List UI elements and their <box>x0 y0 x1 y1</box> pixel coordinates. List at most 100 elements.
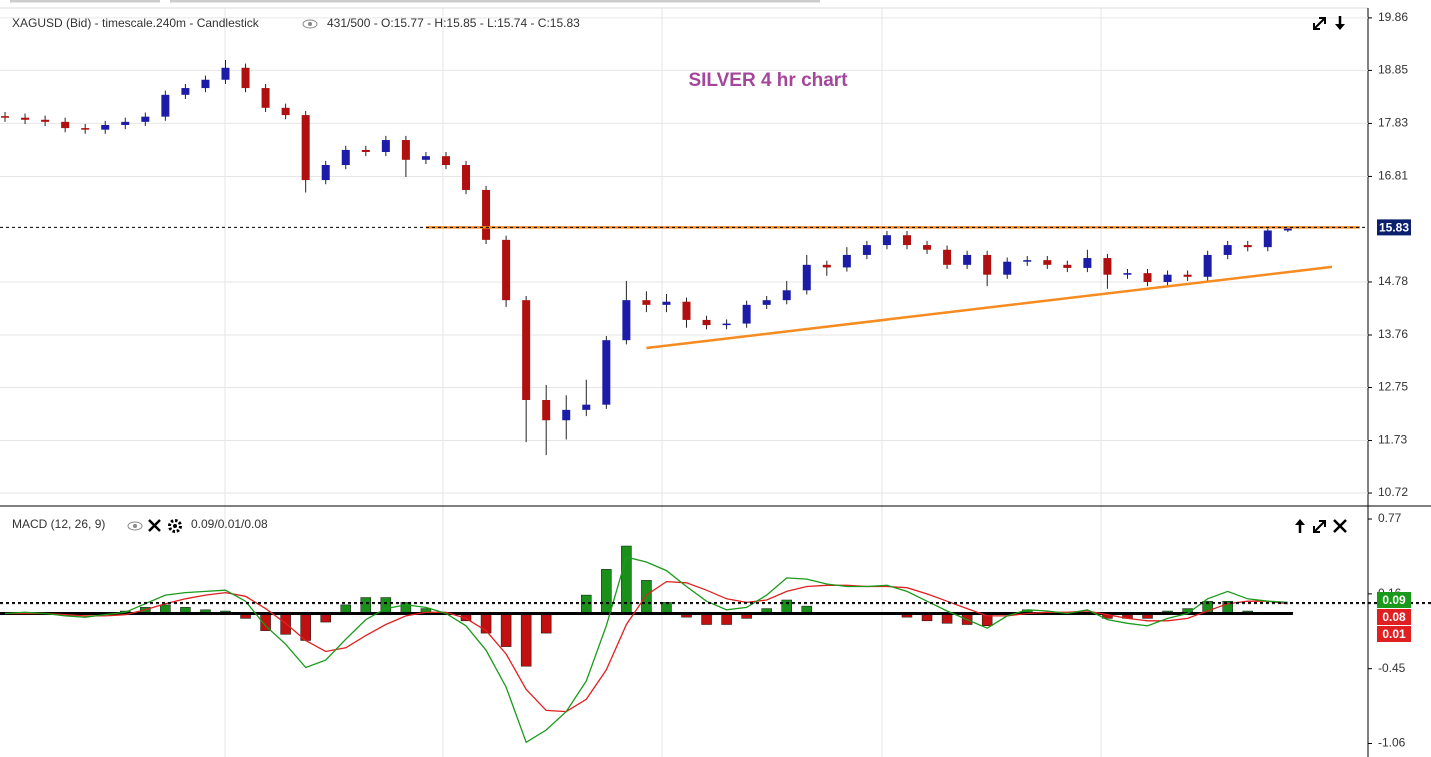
y-tick-label: 12.75 <box>1378 380 1408 394</box>
candle-body <box>642 300 651 305</box>
move-up-icon[interactable] <box>1295 519 1305 533</box>
candle-body <box>1023 260 1032 262</box>
y-tick-label: 11.73 <box>1378 433 1407 447</box>
candle-body <box>1243 245 1252 248</box>
candle-body <box>361 149 370 153</box>
candle-body <box>1123 273 1132 275</box>
plot-layer <box>0 17 1431 745</box>
value-box <box>1377 219 1411 236</box>
candle-body <box>161 94 170 117</box>
candle-body <box>943 249 952 265</box>
candle-body <box>261 88 270 108</box>
candle-body <box>1003 261 1012 275</box>
expand-icon[interactable] <box>1313 17 1326 30</box>
candle-body <box>802 264 811 291</box>
value-box-label: 0.09 <box>1382 593 1406 607</box>
candle-body <box>822 264 831 268</box>
move-down-icon[interactable] <box>1335 16 1345 30</box>
candle-body <box>341 149 350 166</box>
y-tick-label: 19.86 <box>1378 10 1408 24</box>
candle-body <box>742 304 751 324</box>
candle-body <box>41 119 50 122</box>
value-box-label: 0.01 <box>1382 627 1406 641</box>
histogram-bar <box>701 613 712 625</box>
y-tick-label: 0.77 <box>1378 511 1402 525</box>
histogram-bar <box>601 569 612 614</box>
candle-body <box>381 140 390 153</box>
candle-body <box>121 121 130 125</box>
candle-body <box>842 254 851 268</box>
candle-body <box>141 116 150 122</box>
candle-body <box>522 300 531 400</box>
candle-body <box>862 245 871 255</box>
candle-body <box>61 121 70 129</box>
candle-body <box>682 301 691 320</box>
candle-body <box>1163 274 1172 282</box>
histogram-bar <box>540 613 552 634</box>
settings-icon[interactable] <box>168 519 182 533</box>
candle-body <box>882 235 891 246</box>
candle-body <box>1223 245 1232 255</box>
macd-header: MACD (12, 26, 9) <box>12 517 105 531</box>
trend-line <box>646 265 1333 350</box>
y-tick-label: -0.45 <box>1378 661 1406 675</box>
macd-line <box>4 556 1288 744</box>
candle-body <box>963 254 972 265</box>
histogram-bar <box>300 613 311 641</box>
value-box <box>1377 609 1411 625</box>
candle-body <box>21 117 30 120</box>
candle-body <box>1143 273 1152 282</box>
candle-body <box>1043 260 1052 265</box>
candle-body <box>321 165 330 181</box>
candle-body <box>421 156 430 160</box>
macd-readout: 0.09/0.01/0.08 <box>191 517 268 531</box>
vertical-grid <box>224 8 1102 757</box>
candle-body <box>1283 227 1292 231</box>
candle-body <box>1203 254 1212 277</box>
candle-body <box>702 319 711 326</box>
candle-body <box>101 124 110 130</box>
candle-body <box>81 128 90 130</box>
y-tick-label: 14.78 <box>1378 274 1408 288</box>
candle-body <box>1263 230 1272 248</box>
eye-icon[interactable] <box>127 521 143 531</box>
candle-body <box>542 399 551 421</box>
close-icon[interactable] <box>1333 519 1347 533</box>
ohlc-header: 431/500 - O:15.77 - H:15.85 - L:15.74 - … <box>327 16 580 30</box>
candle-body <box>1 116 10 118</box>
candle-body <box>782 290 791 301</box>
y-tick-label: 10.72 <box>1378 485 1408 499</box>
candle-body <box>281 107 290 116</box>
candle-body <box>722 323 731 326</box>
candle-body <box>1083 258 1092 268</box>
chart-title: SILVER 4 hr chart <box>688 70 848 91</box>
candle-body <box>482 189 491 240</box>
candle-body <box>201 79 210 89</box>
candle-body <box>441 156 450 166</box>
histogram-bar <box>721 613 732 625</box>
candle-body <box>902 235 911 246</box>
candle-body <box>1183 274 1192 277</box>
candle-body <box>562 409 571 421</box>
candle-body <box>622 300 631 341</box>
y-tick-label: 13.76 <box>1378 327 1408 341</box>
y-tick-label: -1.06 <box>1378 736 1406 750</box>
candle-body <box>301 115 310 181</box>
y-tick-label: 18.85 <box>1378 63 1408 77</box>
remove-indicator-icon[interactable] <box>148 519 161 532</box>
candle-body <box>662 301 671 305</box>
histogram-bar <box>641 580 652 614</box>
y-tick-label: 16.81 <box>1378 169 1408 183</box>
histogram-bar <box>581 594 592 614</box>
histogram-bar <box>500 613 512 647</box>
candle-body <box>462 165 471 190</box>
eye-icon[interactable] <box>302 19 318 29</box>
candle-body <box>923 245 932 250</box>
expand-icon[interactable] <box>1313 520 1326 533</box>
value-box-label: 15.83 <box>1379 221 1409 235</box>
candle-body <box>401 140 410 160</box>
candle-body <box>983 254 992 275</box>
